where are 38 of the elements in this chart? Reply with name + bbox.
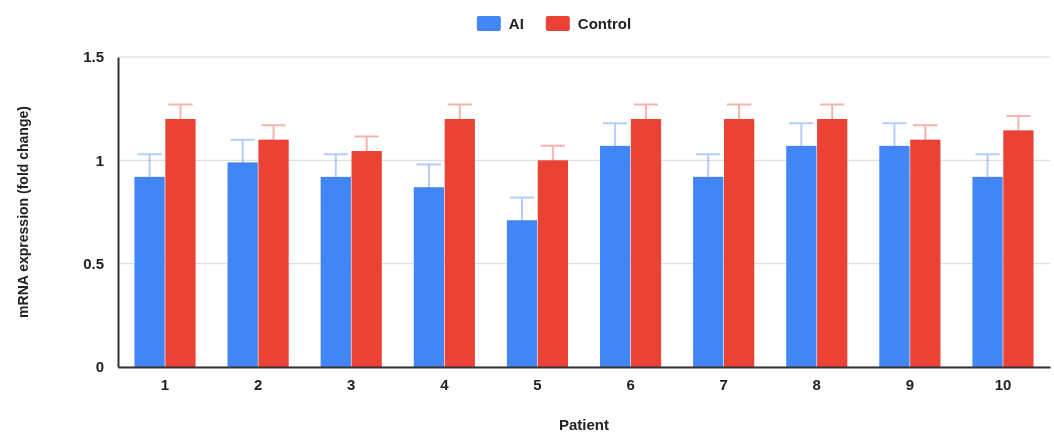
x-tick-label: 6	[626, 375, 635, 393]
legend-label: AI	[508, 15, 524, 32]
bar	[444, 119, 475, 367]
x-tick-label: 3	[347, 375, 356, 393]
y-tick-label: 1	[95, 151, 104, 169]
bar	[506, 220, 538, 367]
x-axis-title: Patient	[558, 416, 610, 433]
bar	[630, 119, 662, 367]
bar	[879, 145, 910, 367]
bar	[693, 176, 724, 367]
bar	[413, 187, 445, 367]
bar	[134, 176, 165, 367]
bar	[1003, 130, 1034, 367]
x-tick-label: 9	[905, 375, 915, 393]
y-tick-label: 0.5	[83, 254, 104, 272]
bar	[537, 160, 569, 367]
y-tick-label: 0	[95, 358, 104, 376]
x-tick-label: 7	[719, 375, 728, 393]
bar	[972, 176, 1003, 367]
x-tick-label: 8	[812, 375, 821, 393]
bar	[599, 145, 631, 367]
x-tick-label: 2	[253, 375, 263, 393]
bar	[723, 119, 755, 367]
y-axis-title: mRNA expression (fold change)	[15, 106, 31, 318]
bar	[786, 145, 817, 367]
bar	[227, 162, 258, 367]
bar	[817, 119, 848, 367]
bar	[320, 176, 351, 367]
x-tick-label: 1	[160, 375, 170, 393]
bar	[165, 119, 196, 367]
x-tick-label: 10	[994, 375, 1012, 393]
x-tick-label: 5	[533, 375, 542, 393]
bar	[910, 139, 941, 367]
bar	[351, 151, 382, 367]
bar	[258, 139, 289, 367]
y-tick-label: 1.5	[83, 48, 104, 66]
x-tick-label: 4	[440, 375, 450, 393]
legend-label: Control	[577, 15, 632, 32]
